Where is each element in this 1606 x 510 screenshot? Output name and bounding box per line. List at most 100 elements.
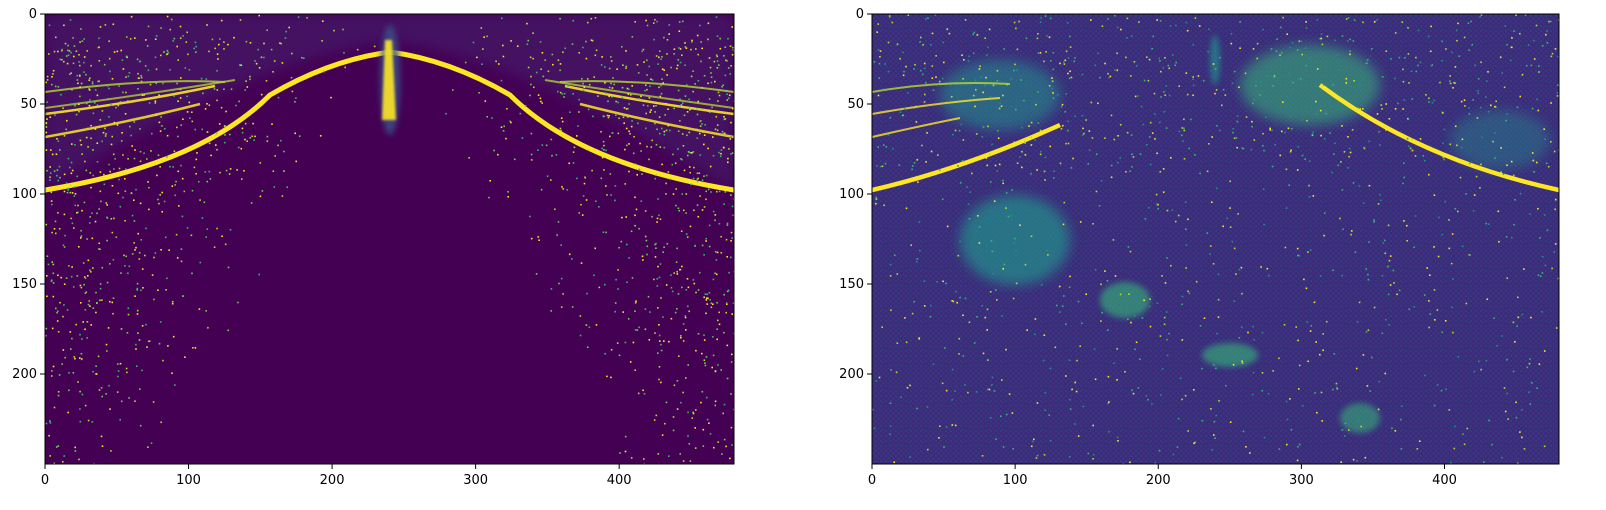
speckle	[595, 324, 598, 326]
speckle	[1290, 428, 1293, 431]
speckle	[650, 78, 652, 81]
speckle	[673, 107, 675, 110]
speckle	[995, 289, 997, 291]
speckle	[1222, 225, 1224, 228]
speckle	[105, 202, 108, 204]
speckle	[1160, 96, 1162, 98]
speckle	[1341, 429, 1344, 431]
speckle	[957, 165, 959, 167]
speckle	[133, 157, 136, 160]
speckle	[49, 172, 52, 174]
speckle	[1523, 268, 1525, 270]
speckle	[660, 343, 662, 346]
speckle	[1183, 118, 1185, 121]
speckle	[1454, 82, 1457, 84]
speckle	[1523, 448, 1526, 450]
speckle	[140, 76, 143, 79]
speckle	[720, 155, 722, 158]
speckle	[220, 19, 223, 22]
speckle	[605, 149, 607, 152]
speckle	[1549, 20, 1552, 23]
speckle	[131, 253, 134, 255]
speckle	[125, 91, 127, 94]
speckle	[1465, 193, 1467, 195]
speckle	[684, 95, 687, 97]
speckle	[1034, 139, 1036, 141]
speckle	[1207, 50, 1209, 53]
speckle	[106, 204, 108, 206]
speckle	[1513, 224, 1515, 226]
speckle	[1206, 232, 1209, 234]
speckle	[1252, 99, 1255, 101]
speckle	[1252, 102, 1254, 105]
speckle	[611, 132, 614, 134]
speckle	[270, 48, 273, 51]
speckle	[121, 132, 123, 134]
speckle	[1253, 139, 1256, 141]
speckle	[172, 166, 174, 168]
speckle	[1232, 364, 1235, 366]
speckle	[241, 127, 244, 130]
speckle	[1211, 136, 1213, 138]
speckle	[1049, 367, 1052, 370]
speckle	[732, 408, 734, 411]
speckle	[604, 353, 606, 355]
speckle	[1087, 163, 1089, 165]
speckle	[1065, 142, 1067, 145]
speckle	[605, 92, 607, 94]
speckle	[191, 111, 193, 113]
speckle	[1511, 237, 1513, 239]
speckle	[673, 384, 676, 387]
speckle	[888, 15, 891, 17]
speckle	[1295, 326, 1297, 328]
speckle	[76, 212, 78, 214]
speckle	[141, 94, 144, 96]
speckle	[658, 86, 660, 89]
speckle	[669, 178, 672, 180]
speckle	[1441, 233, 1444, 236]
speckle	[56, 169, 59, 171]
speckle	[69, 19, 72, 21]
speckle	[728, 148, 730, 150]
speckle	[1443, 158, 1445, 161]
speckle	[1094, 378, 1097, 380]
speckle	[1275, 50, 1278, 52]
speckle	[519, 112, 522, 115]
speckle	[1363, 146, 1365, 149]
speckle	[729, 45, 732, 47]
right-y-tick-label: 200	[839, 367, 864, 382]
speckle	[194, 41, 197, 44]
speckle	[322, 20, 324, 22]
speckle	[878, 62, 881, 65]
speckle	[699, 125, 702, 127]
speckle	[53, 170, 56, 172]
speckle	[1165, 311, 1168, 313]
speckle	[873, 427, 876, 430]
speckle	[705, 240, 707, 242]
speckle	[1331, 105, 1333, 108]
speckle	[1459, 176, 1462, 179]
speckle	[689, 101, 692, 103]
speckle	[732, 332, 734, 335]
speckle	[113, 121, 116, 124]
speckle	[1385, 50, 1388, 52]
speckle	[1147, 398, 1149, 401]
right-x-tick-label: 100	[1003, 473, 1028, 488]
speckle	[101, 299, 103, 301]
speckle	[1005, 413, 1008, 416]
speckle	[1332, 269, 1334, 272]
speckle	[695, 349, 697, 352]
speckle	[636, 64, 639, 66]
speckle	[1260, 81, 1262, 84]
speckle	[80, 28, 82, 30]
speckle	[1373, 219, 1375, 221]
speckle	[1033, 438, 1035, 441]
speckle	[572, 162, 575, 164]
speckle	[1171, 209, 1174, 211]
speckle	[1183, 129, 1185, 132]
speckle	[1424, 374, 1426, 377]
speckle	[53, 406, 56, 409]
speckle	[1236, 120, 1239, 123]
speckle	[70, 217, 72, 220]
